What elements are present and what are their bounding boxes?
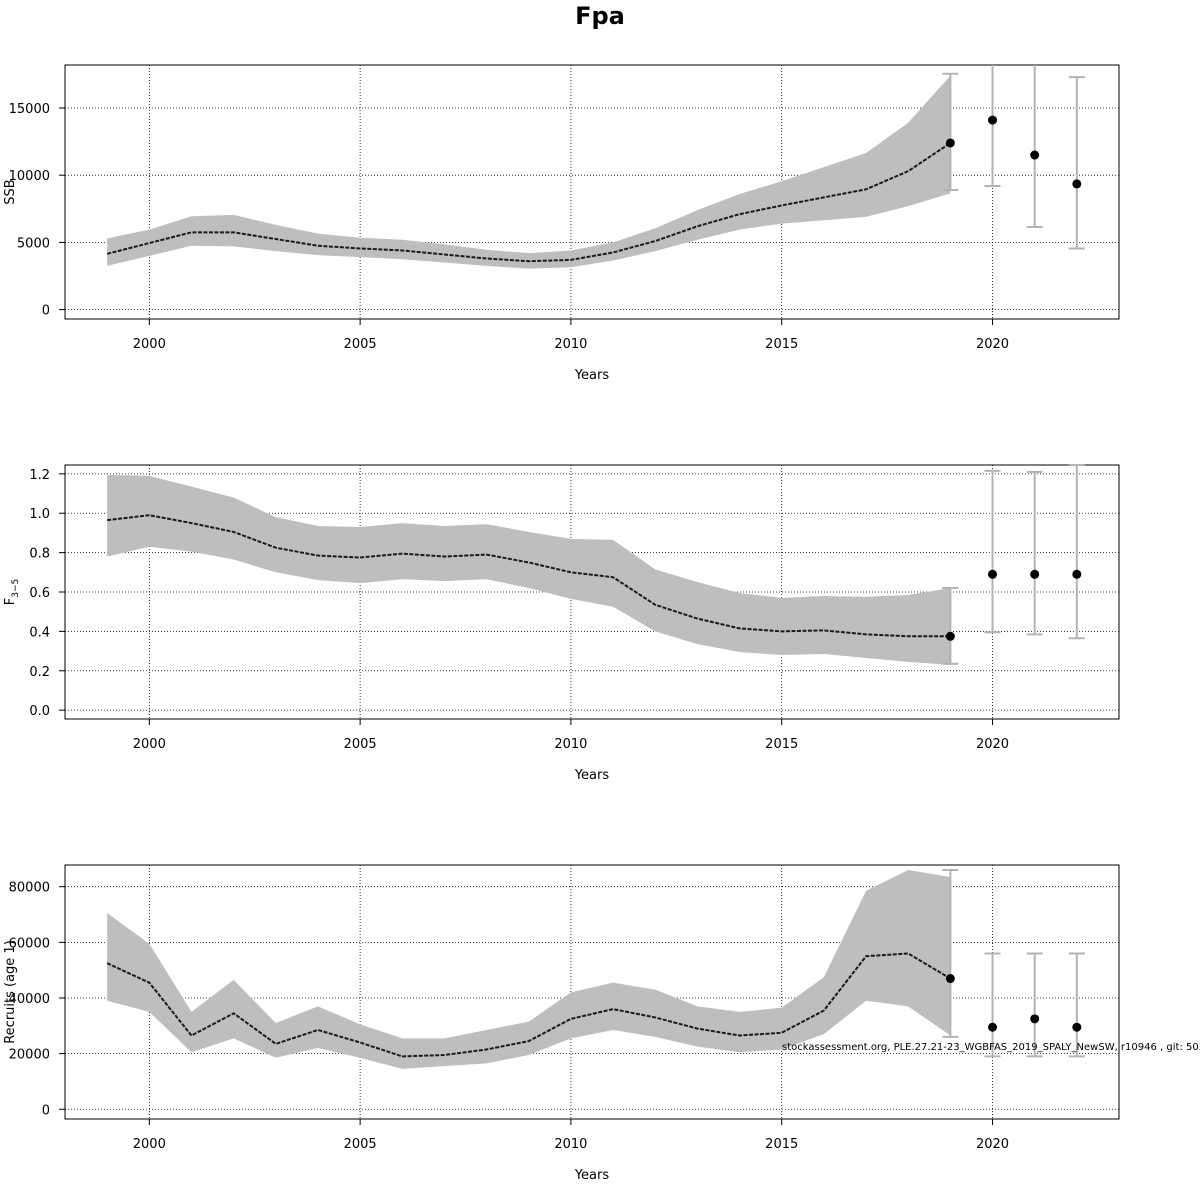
y-ticks: 0 5000 10000 15000 bbox=[9, 102, 65, 319]
estimate-line bbox=[106, 952, 951, 1058]
x-tick-label: 2005 bbox=[344, 1137, 377, 1152]
forecast-point bbox=[1072, 1022, 1082, 1032]
forecast-points bbox=[945, 974, 1082, 1032]
x-tick-label: 2000 bbox=[133, 337, 166, 352]
x-axis-label: Years bbox=[574, 368, 610, 383]
forecast-errorbars bbox=[942, 464, 1085, 665]
footer-text: stockassessment.org, PLE.27.21-23_WGBFAS… bbox=[782, 1042, 1200, 1053]
y-tick-label: 60000 bbox=[9, 936, 50, 951]
x-tick-label: 2005 bbox=[344, 337, 377, 352]
forecast-point bbox=[945, 631, 955, 641]
forecast-errorbars bbox=[942, 65, 1085, 250]
x-tick-label: 2015 bbox=[765, 737, 798, 752]
plot-area bbox=[64, 864, 1120, 1120]
y-tick-label: 0.2 bbox=[29, 665, 50, 680]
x-tick-label: 2015 bbox=[765, 337, 798, 352]
x-tick-label: 2000 bbox=[133, 1137, 166, 1152]
forecast-point bbox=[1030, 569, 1040, 579]
forecast-point bbox=[945, 138, 955, 148]
y-tick-label: 0 bbox=[42, 304, 50, 319]
x-tick-label: 2010 bbox=[554, 337, 587, 352]
confidence-band bbox=[107, 870, 951, 1069]
grid bbox=[65, 65, 1119, 319]
y-tick-label: 0.4 bbox=[29, 625, 50, 640]
x-tick-label: 2020 bbox=[976, 1137, 1009, 1152]
y-axis-label: F3−5 bbox=[3, 579, 21, 605]
y-axis-label-subscript: 3−5 bbox=[11, 579, 21, 598]
panel-recruits: 2000 2005 2010 2015 2020 0 20000 40000 60000 800… bbox=[3, 864, 1200, 1183]
x-tick-label: 2010 bbox=[554, 1137, 587, 1152]
forecast-points bbox=[945, 569, 1082, 641]
y-ticks: 0 20000 40000 60000 80000 bbox=[9, 881, 65, 1118]
forecast-points bbox=[945, 115, 1082, 189]
y-tick-label: 5000 bbox=[17, 236, 50, 251]
y-tick-label: 0.6 bbox=[29, 586, 50, 601]
x-tick-label: 2020 bbox=[976, 737, 1009, 752]
x-ticks: 2000 2005 2010 2015 2020 bbox=[133, 1119, 1009, 1152]
y-tick-label: 0 bbox=[42, 1103, 50, 1118]
y-ticks: 0.0 0.2 0.4 0.6 0.8 1.0 1.2 bbox=[29, 468, 65, 719]
forecast-point bbox=[988, 115, 998, 125]
chart-title: Fpa bbox=[575, 2, 625, 30]
x-ticks: 2000 2005 2010 2015 2020 bbox=[133, 319, 1009, 352]
y-tick-label: 40000 bbox=[9, 992, 50, 1007]
panel-f: 2000 2005 2010 2015 2020 0.0 0.2 0.4 0.6 0.8 1.0 1… bbox=[3, 464, 1120, 783]
y-axis-label: Recruits (age 1) bbox=[3, 940, 18, 1044]
estimate-line bbox=[106, 142, 951, 263]
y-tick-label: 1.0 bbox=[29, 507, 50, 522]
panel-ssb: 2000 2005 2010 2015 2020 0 5000 10000 15000 Yea… bbox=[3, 64, 1120, 383]
x-axis-label: Years bbox=[574, 768, 610, 783]
y-tick-label: 1.2 bbox=[29, 468, 50, 483]
x-tick-label: 2015 bbox=[765, 1137, 798, 1152]
forecast-point bbox=[945, 974, 955, 984]
x-axis-label: Years bbox=[574, 1168, 610, 1183]
y-tick-label: 0.0 bbox=[29, 704, 50, 719]
forecast-point bbox=[988, 1022, 998, 1032]
x-tick-label: 2010 bbox=[554, 737, 587, 752]
x-tick-label: 2020 bbox=[976, 337, 1009, 352]
estimate-line bbox=[107, 514, 951, 638]
y-axis-label-main: F bbox=[3, 598, 18, 605]
y-tick-label: 15000 bbox=[9, 102, 50, 117]
y-axis-label: SSB bbox=[3, 179, 18, 204]
y-tick-label: 0.8 bbox=[29, 547, 50, 562]
forecast-errorbars bbox=[942, 869, 1085, 1058]
y-tick-label: 80000 bbox=[9, 881, 50, 896]
forecast-point bbox=[1030, 150, 1040, 160]
confidence-band bbox=[107, 75, 951, 269]
confidence-band bbox=[107, 474, 951, 665]
forecast-point bbox=[1072, 179, 1082, 189]
x-tick-label: 2000 bbox=[133, 737, 166, 752]
plot-area bbox=[64, 64, 1120, 320]
x-tick-label: 2005 bbox=[344, 737, 377, 752]
forecast-point bbox=[1030, 1014, 1040, 1024]
x-ticks: 2000 2005 2010 2015 2020 bbox=[133, 719, 1009, 752]
y-tick-label: 20000 bbox=[9, 1048, 50, 1063]
y-tick-label: 10000 bbox=[9, 169, 50, 184]
forecast-point bbox=[988, 569, 998, 579]
forecast-point bbox=[1072, 569, 1082, 579]
